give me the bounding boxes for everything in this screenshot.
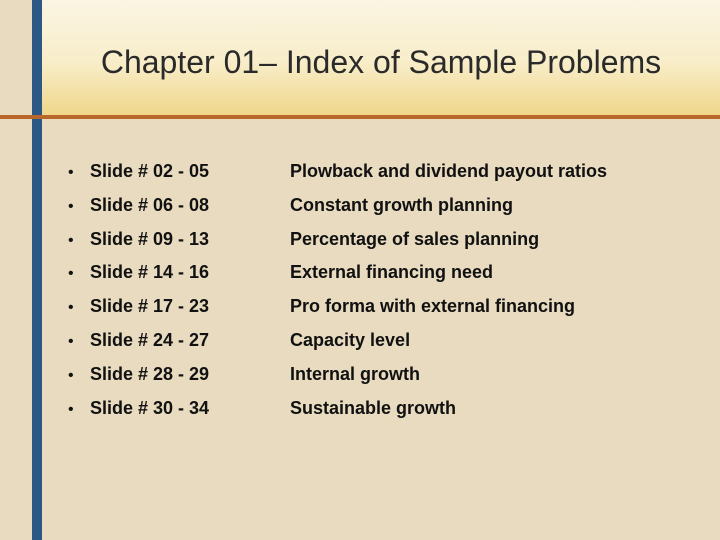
bullet-icon: • — [68, 298, 90, 319]
list-item: • Slide # 09 - 13 Percentage of sales pl… — [68, 228, 700, 252]
list-item: • Slide # 02 - 05 Plowback and dividend … — [68, 160, 700, 184]
list-item: • Slide # 06 - 08 Constant growth planni… — [68, 194, 700, 218]
left-accent-bar — [32, 0, 42, 540]
bullet-icon: • — [68, 264, 90, 285]
bullet-icon: • — [68, 332, 90, 353]
slide: Chapter 01– Index of Sample Problems • S… — [0, 0, 720, 540]
bullet-icon: • — [68, 400, 90, 421]
topic-description: Percentage of sales planning — [290, 228, 700, 251]
slide-range-label: Slide # 06 - 08 — [90, 194, 290, 217]
bullet-icon: • — [68, 163, 90, 184]
list-item: • Slide # 17 - 23 Pro forma with externa… — [68, 295, 700, 319]
index-list: • Slide # 02 - 05 Plowback and dividend … — [68, 160, 700, 420]
list-item: • Slide # 28 - 29 Internal growth — [68, 363, 700, 387]
slide-range-label: Slide # 14 - 16 — [90, 261, 290, 284]
list-item: • Slide # 24 - 27 Capacity level — [68, 329, 700, 353]
slide-title: Chapter 01– Index of Sample Problems — [81, 34, 681, 82]
list-item: • Slide # 30 - 34 Sustainable growth — [68, 397, 700, 421]
slide-range-label: Slide # 17 - 23 — [90, 295, 290, 318]
list-item: • Slide # 14 - 16 External financing nee… — [68, 261, 700, 285]
slide-range-label: Slide # 28 - 29 — [90, 363, 290, 386]
topic-description: Plowback and dividend payout ratios — [290, 160, 700, 183]
bullet-icon: • — [68, 366, 90, 387]
topic-description: External financing need — [290, 261, 700, 284]
title-band: Chapter 01– Index of Sample Problems — [42, 0, 720, 115]
slide-range-label: Slide # 09 - 13 — [90, 228, 290, 251]
slide-range-label: Slide # 02 - 05 — [90, 160, 290, 183]
topic-description: Capacity level — [290, 329, 700, 352]
topic-description: Constant growth planning — [290, 194, 700, 217]
topic-description: Sustainable growth — [290, 397, 700, 420]
slide-range-label: Slide # 30 - 34 — [90, 397, 290, 420]
bullet-icon: • — [68, 197, 90, 218]
slide-range-label: Slide # 24 - 27 — [90, 329, 290, 352]
bullet-icon: • — [68, 231, 90, 252]
topic-description: Pro forma with external financing — [290, 295, 700, 318]
horizontal-rule — [0, 115, 720, 119]
topic-description: Internal growth — [290, 363, 700, 386]
